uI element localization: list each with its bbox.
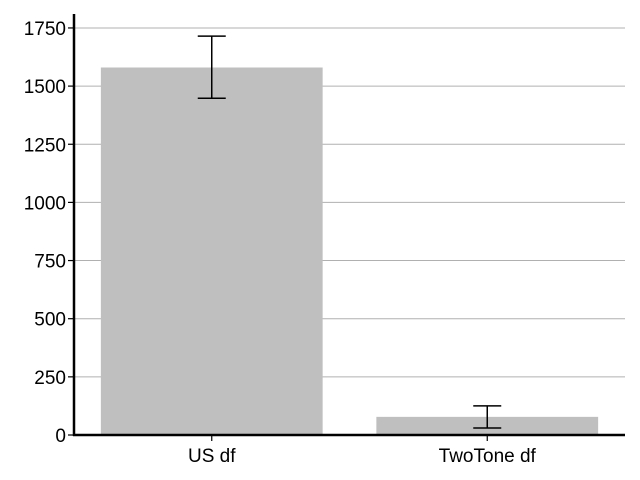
error-bars (197, 35, 502, 429)
bars (100, 67, 599, 435)
x-tick-label: TwoTone df (439, 446, 537, 467)
y-tick-label: 1500 (24, 77, 66, 98)
axes (68, 14, 625, 441)
tick-labels: 0 250 500 750 1000 1250 1500 1750 US df TwoTone d… (24, 19, 537, 467)
y-tick-label: 1000 (24, 193, 66, 214)
y-tick-label: 750 (34, 252, 66, 273)
y-tick-label: 250 (34, 368, 66, 389)
y-tick-label: 0 (55, 426, 66, 447)
x-tick-label: US df (188, 446, 236, 467)
error-bar (197, 35, 226, 99)
error-bar (473, 405, 502, 429)
bar (100, 67, 323, 435)
y-tick-label: 500 (34, 310, 66, 331)
y-tick-label: 1250 (24, 135, 66, 156)
y-tick-label: 1750 (24, 19, 66, 40)
